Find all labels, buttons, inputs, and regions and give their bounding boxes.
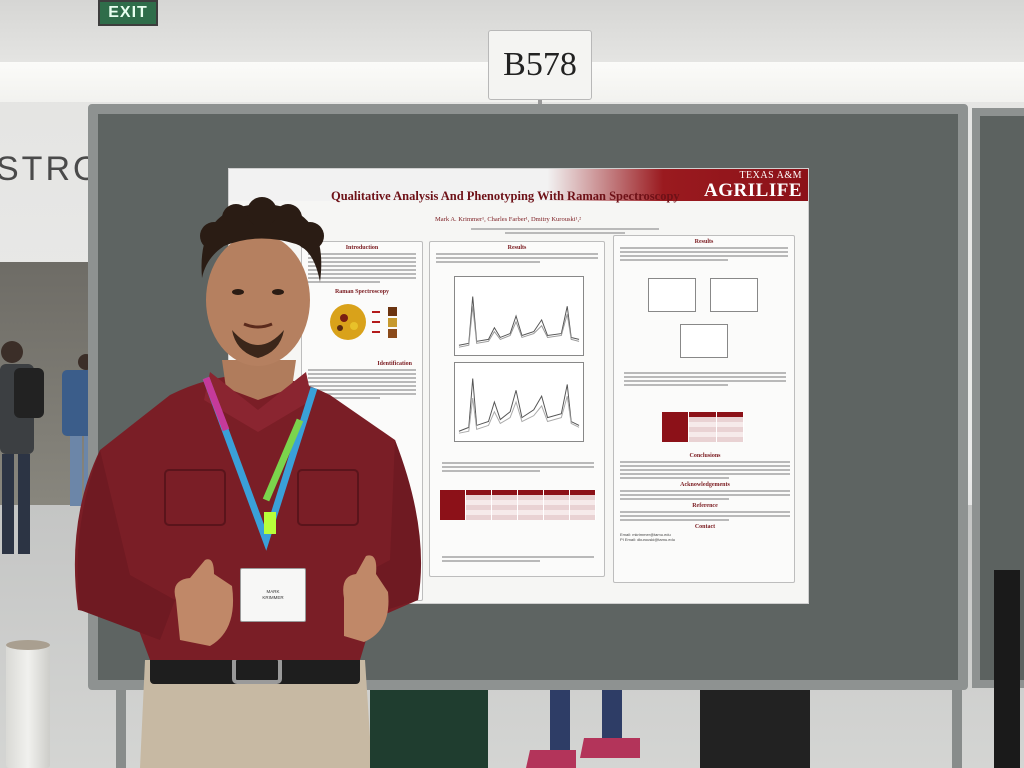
agrilife-logo: TEXAS A&M AGRILIFE xyxy=(704,170,802,201)
poster-header-band xyxy=(229,169,808,201)
contact-email: Email: mkrimmer@tamu.edu xyxy=(620,532,671,537)
poster-tube xyxy=(6,643,50,768)
scatter-chart-3 xyxy=(680,324,728,358)
board-leg xyxy=(952,690,962,768)
contact-pi-email: PI Email: dkurouski@tamu.edu xyxy=(620,537,675,542)
results-heading-right: Results xyxy=(694,239,714,245)
results-panel-right: Results Conclusions Acknowledgements Ref… xyxy=(613,235,795,583)
spectra-chart-a xyxy=(454,276,584,356)
mean-comparison-table xyxy=(662,412,744,442)
corn-kernel-diagram xyxy=(330,304,397,340)
classification-table xyxy=(440,490,596,520)
board-leg xyxy=(116,690,126,768)
name-badge: MARK KRIMMER xyxy=(240,568,306,622)
logo-line-2: AGRILIFE xyxy=(704,180,802,201)
poster-authors: Mark A. Krimmer¹, Charles Farber¹, Dmitr… xyxy=(435,216,582,223)
intro-heading: Introduction xyxy=(345,245,379,251)
poster-title: Qualitative Analysis And Phenotyping Wit… xyxy=(331,189,680,203)
raman-heading: Raman Spectroscopy xyxy=(334,289,390,295)
poster-affiliations xyxy=(465,226,665,235)
scatter-chart-2 xyxy=(710,278,758,312)
identification-heading: Identification xyxy=(377,361,412,367)
poster-tube-cap xyxy=(6,640,50,650)
spectra-chart-b xyxy=(454,362,584,442)
results-panel-left: Results xyxy=(429,241,605,577)
results-heading-left: Results xyxy=(507,245,527,251)
badge-name-first: MARK xyxy=(266,589,280,594)
reference-heading: Reference xyxy=(692,503,718,509)
contact-heading: Contact xyxy=(694,524,716,530)
booth-number-sign: B578 xyxy=(488,30,592,100)
conclusions-heading: Conclusions xyxy=(689,453,721,459)
acknowledgements-heading: Acknowledgements xyxy=(680,482,730,488)
logo-line-1: TEXAS A&M xyxy=(739,170,802,181)
background-people-legs xyxy=(370,690,810,768)
badge-name-last: KRIMMER xyxy=(262,594,284,600)
scatter-chart-1 xyxy=(648,278,696,312)
exit-sign: EXIT xyxy=(98,0,158,26)
wall-lettering: STRO xyxy=(0,150,103,188)
easel-right xyxy=(994,570,1020,768)
